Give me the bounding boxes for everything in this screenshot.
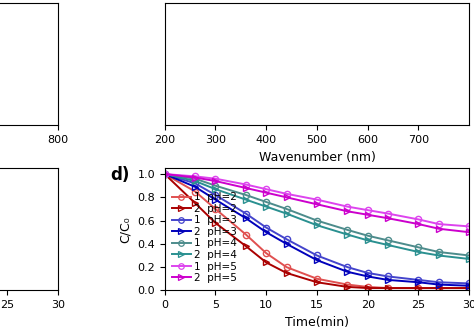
Legend: 1  pH=2, 2  pH=2, 1  pH=3, 2  pH=3, 1  pH=4, 2  pH=4, 1  pH=5, 2  pH=5: 1 pH=2, 2 pH=2, 1 pH=3, 2 pH=3, 1 pH=4, … (170, 190, 239, 285)
Y-axis label: C/C₀: C/C₀ (118, 216, 132, 243)
X-axis label: Wavenumber (nm): Wavenumber (nm) (258, 151, 375, 164)
X-axis label: Time(min): Time(min) (285, 316, 349, 329)
Text: d): d) (110, 166, 129, 184)
